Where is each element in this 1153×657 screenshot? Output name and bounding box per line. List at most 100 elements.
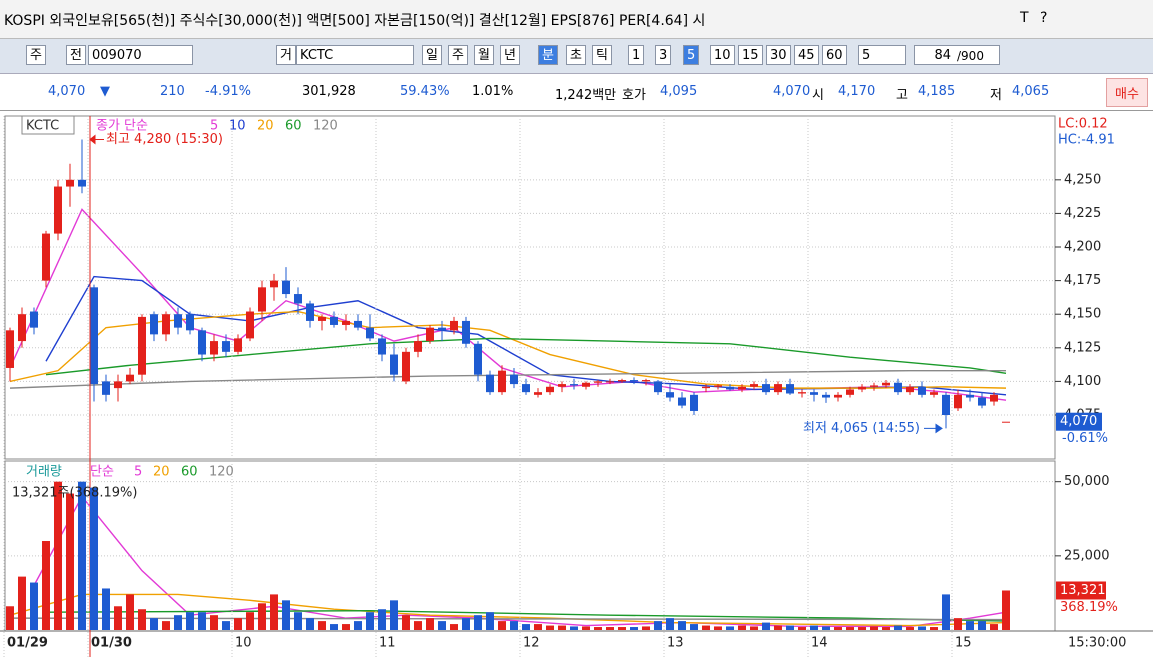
interval[interactable]: 10 xyxy=(710,45,735,65)
period[interactable]: 초 xyxy=(566,45,586,65)
volume-bar xyxy=(834,627,842,630)
name-prefix[interactable]: 거 xyxy=(276,45,296,65)
y-tick-label: 4,100 xyxy=(1064,374,1101,389)
last-volume: 13,321 xyxy=(1060,583,1106,598)
volume-bar xyxy=(1002,590,1010,630)
volume-bar xyxy=(690,624,698,630)
volume-bar xyxy=(522,624,530,630)
volume-bar xyxy=(486,612,494,630)
candle-body xyxy=(906,386,914,393)
volume-bar xyxy=(342,624,350,630)
volume-bar xyxy=(618,627,626,630)
volume-bar xyxy=(54,481,62,630)
shown[interactable]: 84 xyxy=(914,45,954,65)
volume-bar xyxy=(246,612,254,630)
candle-body xyxy=(846,389,854,395)
total: /900 xyxy=(954,45,1000,65)
candle-body xyxy=(270,280,278,288)
count-select[interactable]: 5 xyxy=(858,45,906,65)
buy-button[interactable]: 매수 xyxy=(1106,78,1148,107)
candle-body xyxy=(522,384,530,393)
last-price: 4,070 xyxy=(1060,414,1097,429)
candle-body xyxy=(402,351,410,382)
interval[interactable]: 15 xyxy=(738,45,763,65)
interval[interactable]: 3 xyxy=(655,45,672,65)
candle-body xyxy=(282,280,290,295)
volume-bar xyxy=(774,625,782,630)
icon[interactable]: T xyxy=(1020,10,1029,26)
volume-bar xyxy=(162,621,170,630)
volume-panel xyxy=(4,460,1056,632)
candle-body xyxy=(222,341,230,352)
interval[interactable]: 45 xyxy=(794,45,819,65)
legend-entry: 20 xyxy=(257,119,274,134)
volume-bar xyxy=(546,625,554,630)
market[interactable]: 주 xyxy=(26,45,46,65)
candle-body xyxy=(342,320,350,325)
volume-bar xyxy=(990,624,998,630)
interval[interactable]: 30 xyxy=(766,45,791,65)
prefix[interactable]: 전 xyxy=(66,45,86,65)
candle-body xyxy=(774,384,782,393)
candle-body xyxy=(654,381,662,393)
volume-bar xyxy=(582,626,590,630)
volume-bar xyxy=(630,627,638,630)
candle-body xyxy=(834,394,842,398)
candle-body xyxy=(6,330,14,368)
candle-body xyxy=(594,381,602,383)
volume-bar xyxy=(726,626,734,630)
legend-entry: 60 xyxy=(181,465,198,480)
legend-entry: 10 xyxy=(229,119,246,134)
high-arrow xyxy=(89,134,104,145)
candle-body xyxy=(138,316,146,375)
x-tick-label: 13 xyxy=(667,636,684,651)
volume-bar xyxy=(894,625,902,630)
annotation: 최고 4,280 (15:30) xyxy=(106,132,223,147)
x-tick-label: 12 xyxy=(523,636,540,651)
interval[interactable]: 5 xyxy=(683,45,700,65)
candle-body xyxy=(450,320,458,331)
legend-title: 단순 xyxy=(90,465,114,480)
y-tick-label: 4,200 xyxy=(1064,240,1101,255)
volume-bar xyxy=(42,541,50,630)
candle-body xyxy=(978,397,986,406)
code-input[interactable]: 009070 xyxy=(88,45,193,65)
interval[interactable]: 60 xyxy=(822,45,847,65)
period[interactable]: 주 xyxy=(448,45,468,65)
candle-body xyxy=(234,338,242,352)
volume-bar xyxy=(30,582,38,630)
y-tick-label: 4,125 xyxy=(1064,340,1101,355)
volume-bar xyxy=(594,627,602,630)
candle-body xyxy=(354,320,362,328)
name-input[interactable]: KCTC xyxy=(296,45,414,65)
candle-body xyxy=(882,382,890,386)
volume-bar xyxy=(198,612,206,630)
candle-body xyxy=(114,381,122,389)
candle-body xyxy=(798,392,806,394)
period[interactable]: 일 xyxy=(422,45,442,65)
volume-bar xyxy=(426,618,434,630)
candle-body xyxy=(246,311,254,339)
annotation: 최저 4,065 (14:55) xyxy=(803,421,920,436)
x-tick-label: 15 xyxy=(955,636,972,651)
icon[interactable]: ? xyxy=(1040,10,1048,26)
volume-bar xyxy=(150,618,158,630)
period[interactable]: 월 xyxy=(474,45,494,65)
chart: 4,0754,1004,1254,1504,1754,2004,2254,250… xyxy=(0,115,1153,657)
volume-bar xyxy=(222,621,230,630)
period[interactable]: 틱 xyxy=(592,45,612,65)
volume-bar xyxy=(846,627,854,630)
candle-body xyxy=(78,179,86,187)
volume-bar xyxy=(822,626,830,630)
interval[interactable]: 1 xyxy=(628,45,645,65)
y-tick-label: 4,225 xyxy=(1064,206,1101,221)
candle-body xyxy=(30,311,38,328)
volume-bar xyxy=(666,618,674,630)
legend-entry: 60 xyxy=(285,119,302,134)
candle-body xyxy=(558,384,566,387)
period[interactable]: 년 xyxy=(500,45,520,65)
volume-bar xyxy=(18,576,26,630)
legend-entry: 20 xyxy=(153,465,170,480)
period[interactable]: 분 xyxy=(538,45,558,65)
volume-bar xyxy=(210,615,218,630)
